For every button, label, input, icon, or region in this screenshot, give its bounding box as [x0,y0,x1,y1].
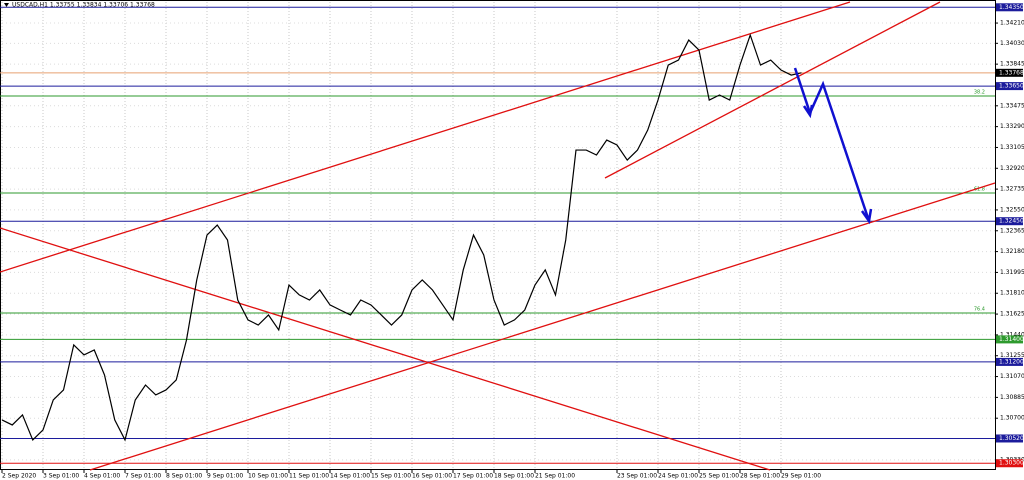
title-icon [4,3,9,7]
chart-title: USDCAD,H1 1.33755 1.33834 1.33706 1.3376… [12,2,155,9]
forecast-arrow [793,67,873,225]
y-tick-label: 1.30885 [1000,394,1024,401]
level-box [996,459,1023,468]
fib-label: 61.8 [974,187,985,193]
y-tick-label: 1.32550 [1000,206,1024,213]
y-tick-label: 1.32920 [1000,165,1024,172]
y-tick-label: 1.33845 [1000,61,1024,68]
arrow-head [860,208,873,225]
y-tick-label: 1.31255 [1000,352,1024,359]
x-tick-label: 4 Sep 01:00 [84,473,120,480]
trend-line [0,227,771,471]
x-tick-label: 3 Sep 01:00 [43,473,79,480]
x-tick-label: 15 Sep 01:00 [371,473,411,480]
trend-lines [0,1,996,471]
levels: 38.2 61.8 76.4 [0,6,995,464]
level-box [996,217,1023,226]
level-label: 1.33768 [999,69,1024,76]
arrow-path [793,67,870,219]
x-tick-label: 29 Sep 01:00 [781,473,821,480]
y-tick-label: 1.31440 [1000,331,1024,338]
y-tick-label: 1.31070 [1000,373,1024,380]
y-tick-label: 1.32365 [1000,227,1024,234]
y-tick-label: 1.32180 [1000,248,1024,255]
grid [1,2,995,470]
x-tick-label: 28 Sep 01:00 [740,473,780,480]
x-tick-label: 17 Sep 01:00 [453,473,493,480]
fib-label: 76.4 [974,306,985,312]
y-tick-label: 1.34210 [1000,20,1024,27]
price-line [1,33,802,442]
y-tick-label: 1.33475 [1000,102,1024,109]
x-tick-label: 8 Sep 01:00 [166,473,202,480]
x-tick-label: 11 Sep 01:00 [289,473,329,480]
trend-line [0,1,851,273]
x-tick-label: 14 Sep 01:00 [330,473,370,480]
x-tick-label: 25 Sep 01:00 [699,473,739,480]
level-label: 1.31400 [999,336,1024,343]
plot-frame [0,0,996,470]
x-tick-label: 23 Sep 01:00 [617,473,657,480]
level-box [996,82,1023,91]
level-box [996,434,1023,443]
trend-line [604,1,941,179]
x-tick-label: 7 Sep 01:00 [125,473,161,480]
level-label: 1.30520 [999,435,1024,442]
y-tick-label: 1.33105 [1000,144,1024,151]
level-label: 1.34350 [999,4,1024,11]
level-box [996,335,1023,344]
level-label: 1.32450 [999,218,1024,225]
series [1,33,802,442]
x-tick-label: 9 Sep 01:00 [207,473,243,480]
x-tick-label: 24 Sep 01:00 [658,473,698,480]
fib-label: 38.2 [974,90,985,96]
arrow-head [802,104,814,119]
x-tick-label: 2 Sep 2020 [2,473,36,480]
level-box [996,3,1023,12]
y-tick-label: 1.31810 [1000,290,1024,297]
level-box [996,357,1023,366]
y-tick-label: 1.34030 [1000,40,1024,47]
y-tick-label: 1.32735 [1000,186,1024,193]
x-tick-label: 21 Sep 01:00 [535,473,575,480]
x-tick-label: 10 Sep 01:00 [248,473,288,480]
y-tick-label: 1.30700 [1000,415,1024,422]
x-tick-label: 18 Sep 01:00 [494,473,534,480]
level-label: 1.30300 [999,460,1024,467]
level-label: 1.31200 [999,358,1024,365]
level-label: 1.33650 [999,83,1024,90]
x-tick-label: 16 Sep 01:00 [412,473,452,480]
y-tick-label: 1.31995 [1000,269,1024,276]
trend-line [89,182,996,471]
y-tick-label: 1.31625 [1000,311,1024,318]
level-box [996,68,1023,77]
y-tick-label: 1.33290 [1000,123,1024,130]
